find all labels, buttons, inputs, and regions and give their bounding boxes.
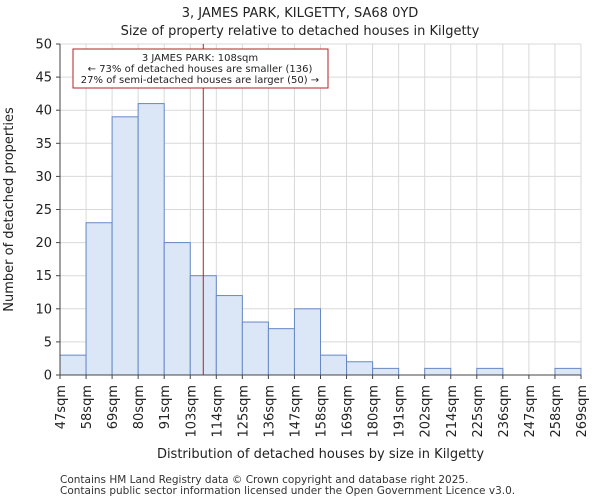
x-tick-label: 258sqm: [549, 385, 564, 438]
x-tick-labels: 47sqm 58sqm 69sqm 80sqm 91sqm 103sqm 114sqm 125…: [54, 375, 590, 438]
y-axis-label: Number of detached properties: [2, 107, 17, 312]
bar: [111, 116, 139, 376]
histogram-chart: 0 5 10 15 20 25 30 35 40 45 50 47sqm 58sqm 69sqm 80sq…: [2, 38, 590, 463]
bar: [476, 367, 504, 376]
bar: [424, 367, 452, 376]
x-axis-label: Distribution of detached houses by size …: [157, 447, 484, 462]
x-tick-label: 225sqm: [471, 385, 486, 438]
bar: [320, 354, 348, 376]
y-tick-label: 5: [44, 335, 52, 350]
bar: [215, 295, 243, 376]
x-tick-label: 125sqm: [236, 385, 251, 438]
bar: [372, 367, 400, 376]
bar: [293, 308, 322, 376]
x-tick-label: 247sqm: [523, 385, 538, 438]
annotation-box: 3 JAMES PARK: 108sqm ← 73% of detached h…: [72, 48, 329, 89]
bar: [137, 103, 165, 376]
x-tick-label: 191sqm: [393, 385, 408, 438]
y-tick-label: 45: [35, 71, 52, 86]
bar: [85, 222, 113, 376]
annotation-line-2: ← 73% of detached houses are smaller (13…: [88, 64, 313, 75]
x-tick-label: 214sqm: [445, 385, 460, 438]
y-tick-labels: 0 5 10 15 20 25 30 35 40 45 50: [35, 38, 60, 384]
x-tick-label: 147sqm: [288, 385, 303, 438]
y-tick-label: 20: [35, 236, 52, 251]
bar: [554, 367, 582, 376]
annotation-border: [72, 48, 329, 89]
y-tick-label: 35: [35, 137, 52, 152]
y-tick-label: 0: [44, 369, 52, 384]
annotation-line-1: 3 JAMES PARK: 108sqm: [142, 53, 258, 64]
x-tick-label: 169sqm: [341, 385, 356, 438]
y-tick-label: 50: [35, 38, 52, 53]
bar: [163, 242, 191, 376]
x-tick-label: 269sqm: [575, 385, 590, 438]
x-tick-label: 136sqm: [262, 385, 277, 438]
y-tick-label: 15: [35, 269, 52, 284]
x-tick-label: 236sqm: [497, 385, 512, 438]
chart-subtitle: Size of property relative to detached ho…: [120, 24, 480, 39]
y-tick-label: 25: [35, 203, 52, 218]
footer-line-1: Contains HM Land Registry data © Crown c…: [60, 474, 469, 486]
x-tick-label: 58sqm: [80, 385, 95, 429]
annotation-line-3: 27% of semi-detached houses are larger (…: [81, 75, 319, 86]
y-tick-label: 10: [35, 302, 52, 317]
bar: [346, 361, 374, 376]
footer-line-2: Contains public sector information licen…: [60, 485, 516, 497]
y-tick-label: 40: [35, 104, 52, 119]
x-tick-label: 91sqm: [158, 385, 173, 429]
x-tick-label: 80sqm: [132, 385, 147, 429]
x-tick-label: 69sqm: [106, 385, 121, 429]
x-tick-label: 202sqm: [419, 385, 434, 438]
y-tick-label: 30: [35, 170, 52, 185]
x-tick-label: 158sqm: [315, 385, 330, 438]
x-tick-label: 180sqm: [367, 385, 382, 438]
bar: [59, 354, 87, 376]
x-tick-label: 103sqm: [184, 385, 199, 438]
chart-title: 3, JAMES PARK, KILGETTY, SA68 0YD: [181, 6, 419, 21]
bars: [59, 103, 582, 376]
x-tick-label: 47sqm: [54, 385, 69, 429]
x-tick-label: 114sqm: [210, 385, 225, 438]
bar: [241, 321, 269, 376]
bar: [267, 328, 295, 376]
